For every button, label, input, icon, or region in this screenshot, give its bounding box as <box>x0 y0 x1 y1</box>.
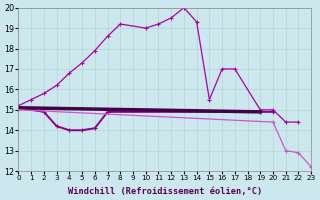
X-axis label: Windchill (Refroidissement éolien,°C): Windchill (Refroidissement éolien,°C) <box>68 187 262 196</box>
